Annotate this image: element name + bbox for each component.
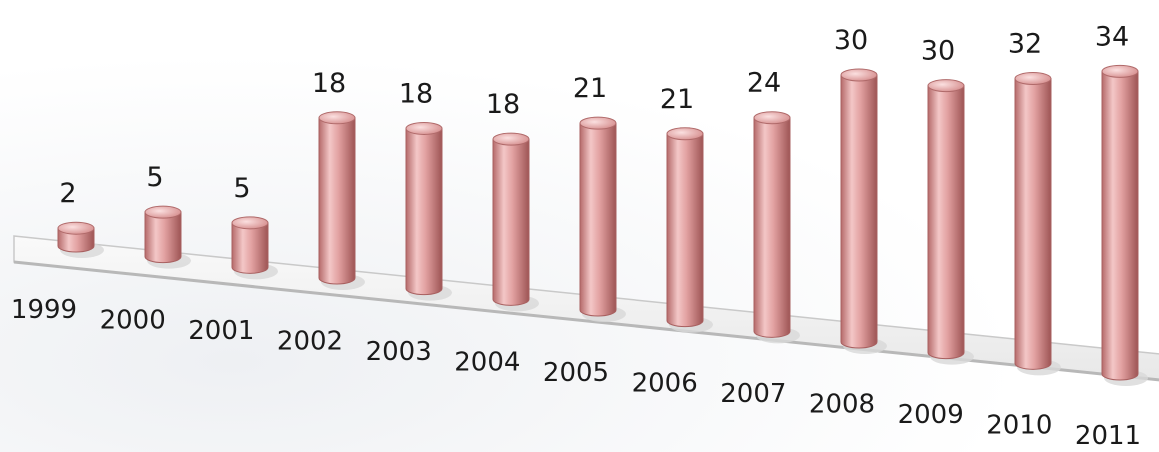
bar-cap	[840, 68, 878, 82]
bar-body	[318, 117, 356, 285]
category-label-2000: 2000	[100, 306, 166, 336]
bar-body	[492, 138, 530, 306]
category-label-2006: 2006	[632, 369, 698, 399]
bar-cap	[492, 132, 530, 146]
data-labels-group: 2 5 5 18 18 18 21 21 24 30 30 32 34	[59, 21, 1129, 209]
bar-cap	[579, 116, 617, 130]
bar-body	[840, 74, 878, 349]
data-label-2003: 18	[399, 78, 433, 109]
data-label-2009: 30	[921, 36, 955, 67]
bar-body	[57, 227, 95, 253]
data-label-2010: 32	[1008, 29, 1042, 60]
bar-cap	[1101, 64, 1139, 78]
category-label-2001: 2001	[188, 316, 254, 346]
bar-2011	[1101, 64, 1148, 386]
bar-2005	[579, 116, 626, 322]
category-label-2008: 2008	[809, 390, 875, 420]
data-label-2002: 18	[312, 68, 346, 99]
bar-1999	[57, 221, 104, 258]
bar-cap	[144, 205, 182, 219]
category-label-2004: 2004	[454, 348, 520, 378]
category-label-2005: 2005	[543, 358, 609, 388]
data-label-1999: 2	[59, 178, 76, 209]
data-label-2001: 5	[233, 173, 250, 204]
bar-body	[1101, 70, 1139, 381]
bar-2007	[753, 111, 800, 344]
data-label-2008: 30	[834, 25, 868, 56]
bar-2002	[318, 111, 365, 290]
bar-2000	[144, 205, 191, 269]
category-label-2011: 2011	[1075, 421, 1141, 451]
bar-2009	[927, 79, 974, 365]
bar-2003	[405, 121, 452, 301]
bar-2008	[840, 68, 887, 354]
bar-cap	[405, 121, 443, 135]
data-label-2005: 21	[573, 73, 607, 104]
bar-body	[666, 133, 704, 328]
category-label-2007: 2007	[720, 379, 786, 409]
category-label-2003: 2003	[366, 337, 432, 367]
bar-cap	[753, 111, 791, 125]
data-label-2004: 18	[486, 89, 520, 120]
bar-2001	[231, 216, 278, 280]
category-label-2002: 2002	[277, 327, 343, 357]
bar-body	[753, 117, 791, 338]
bar-cap	[231, 216, 269, 230]
bar-2004	[492, 132, 539, 312]
category-label-2010: 2010	[986, 411, 1052, 441]
data-label-2000: 5	[146, 162, 163, 193]
bar-body	[1014, 78, 1052, 370]
data-label-2011: 34	[1095, 21, 1129, 52]
bar-body	[927, 85, 965, 360]
data-label-2007: 24	[747, 68, 781, 99]
bar-body	[231, 222, 269, 274]
bar-cap	[666, 127, 704, 141]
category-label-2009: 2009	[898, 400, 964, 430]
bar-2006	[666, 127, 713, 333]
data-label-2006: 21	[660, 84, 694, 115]
bar-cap	[927, 79, 965, 93]
category-labels-group: 1999 2000 2001 2002 2003 2004 2005 2006 2007 2008…	[11, 295, 1141, 451]
bar-body	[579, 122, 617, 317]
bar-body	[144, 211, 182, 264]
bar-cap	[318, 111, 356, 125]
bar-cap	[1014, 72, 1052, 86]
category-label-1999: 1999	[11, 295, 77, 325]
bar-body	[405, 127, 443, 296]
bar-2010	[1014, 72, 1061, 376]
bar-cap	[57, 221, 95, 235]
bars-group	[57, 64, 1148, 386]
